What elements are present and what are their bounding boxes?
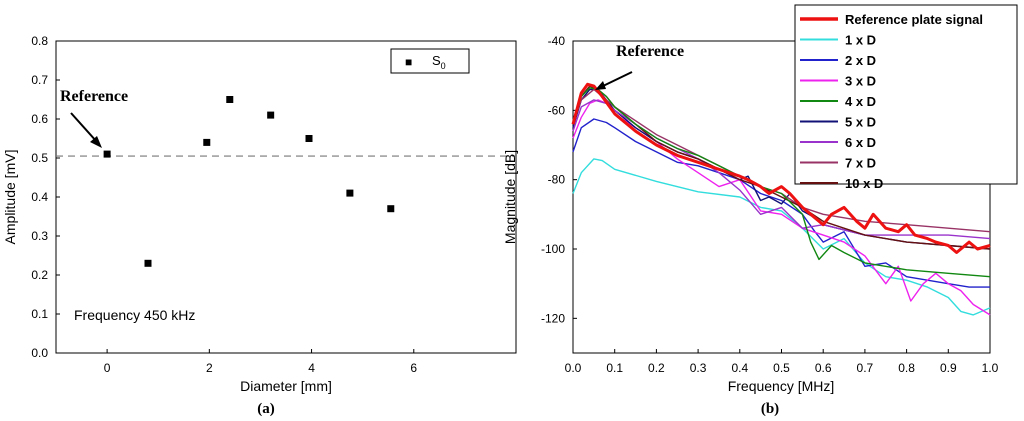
chart-b-x-axis-title: Frequency [MHz]	[728, 378, 835, 394]
chart-b-reference-arrow	[602, 71, 633, 87]
chart-b-legend-label: 10 x D	[845, 176, 883, 191]
chart-b-legend-box	[794, 4, 1018, 185]
chart-a-x-axis: 0 2 4 6	[104, 349, 417, 375]
chart-b-y-tick-label: -40	[548, 34, 566, 48]
chart-b-x-tick-label: 0.2	[648, 361, 665, 375]
chart-a-x-tick-label: 0	[104, 361, 111, 375]
chart-a-y-axis: 0.0 0.1 0.2 0.3 0.4 0.5 0.6 0.7 0.8	[31, 34, 60, 360]
chart-a-y-tick-label: 0.2	[31, 268, 48, 282]
chart-b-series-lines	[571, 82, 991, 316]
chart-a-y-tick-label: 0.3	[31, 229, 48, 243]
chart-a-y-tick-label: 0.7	[31, 73, 48, 87]
chart-a-reference-arrow	[70, 112, 98, 143]
chart-b-x-tick-label: 0.4	[731, 361, 748, 375]
chart-b-x-axis: 0.0 0.1 0.2 0.3 0.4 0.5 0.6 0.7 0.8 0.9 1.0	[565, 349, 999, 375]
chart-b-y-axis: -40 -60 -80 -100 -120	[541, 34, 577, 325]
chart-a-data-point	[387, 205, 395, 213]
chart-b-legend-label: Reference plate signal	[845, 12, 983, 27]
chart-b-x-tick-label: 1.0	[982, 361, 999, 375]
chart-b-legend-label: 1 x D	[845, 33, 876, 48]
chart-a-y-tick-label: 0.1	[31, 307, 48, 321]
chart-b-reference-arrowhead	[595, 81, 606, 90]
chart-a-y-tick-label: 0.4	[31, 190, 48, 204]
chart-b-x-tick-label: 0.1	[606, 361, 623, 375]
chart-a-data-point	[346, 189, 354, 197]
chart-b-y-tick-label: -120	[541, 311, 565, 325]
chart-b-legend-label: 7 x D	[845, 156, 876, 171]
chart-b-x-tick-label: 0.5	[773, 361, 790, 375]
chart-b-legend-label: 6 x D	[845, 135, 876, 150]
chart-a-legend-label: S0	[432, 53, 446, 71]
chart-b-reference-annotation: Reference	[616, 43, 684, 60]
chart-a-data-point	[103, 150, 111, 158]
chart-a-x-tick-label: 2	[206, 361, 213, 375]
chart-a-y-tick-label: 0.6	[31, 112, 48, 126]
chart-a-data-point	[203, 138, 211, 146]
chart-a-legend-marker: ■	[405, 55, 412, 69]
chart-a-reference-annotation: Reference	[60, 88, 128, 105]
chart-b-y-tick-label: -100	[541, 242, 565, 256]
chart-a-y-tick-label: 0.5	[31, 151, 48, 165]
chart-b-x-tick-label: 0.6	[815, 361, 832, 375]
chart-b-x-tick-label: 0.8	[898, 361, 915, 375]
chart-b-legend-label: 4 x D	[845, 94, 876, 109]
chart-a-frequency-annotation: Frequency 450 kHz	[74, 307, 195, 323]
chart-b-legend: Reference plate signal 1 x D 2 x D 3 x D 4 x…	[800, 12, 983, 191]
chart-b-x-tick-label: 0.3	[690, 361, 707, 375]
chart-a-panel-label: (a)	[257, 401, 275, 417]
chart-a-data-point	[305, 135, 313, 142]
chart-a-x-tick-label: 4	[308, 361, 315, 375]
chart-a-y-axis-title: Amplitude [mV]	[2, 150, 18, 245]
chart-a-x-axis-title: Diameter [mm]	[240, 378, 332, 394]
chart-a-data-point	[144, 259, 152, 267]
chart-b-legend-label: 3 x D	[845, 74, 876, 89]
chart-b: -40-60-80-100-120 0.0 0.1 0.2 0.3 0.4 0.5 0.6 0…	[502, 4, 1018, 417]
chart-b-x-tick-label: 0.7	[857, 361, 874, 375]
chart-b-legend-label: 2 x D	[845, 53, 876, 68]
chart-b-x-tick-label: 0.0	[565, 361, 582, 375]
chart-b-y-tick-label: -60	[548, 103, 566, 117]
chart-a-legend-box	[390, 48, 470, 74]
chart-a-data-point	[267, 111, 275, 119]
chart-a-data-point	[226, 96, 234, 103]
chart-b-y-axis-title: Magnitude [dB]	[502, 150, 518, 244]
chart-a-x-tick-label: 6	[410, 361, 417, 375]
chart-b-y-tick-label: -80	[548, 173, 566, 187]
chart-a: 0.0 0.1 0.2 0.3 0.4 0.5 0.6 0.7 0.8 0 2 4 6 ■ S0 Re…	[2, 34, 517, 417]
chart-a-points	[103, 96, 395, 267]
chart-a-reference-arrowhead	[90, 136, 102, 148]
chart-b-series-line-2	[572, 118, 990, 288]
chart-b-legend-label: 5 x D	[845, 115, 876, 130]
chart-b-panel-label: (b)	[761, 401, 779, 417]
chart-b-series-line-0	[571, 82, 991, 254]
chart-b-x-tick-label: 0.9	[940, 361, 957, 375]
chart-a-y-tick-label: 0.0	[31, 346, 48, 360]
chart-a-y-tick-label: 0.8	[31, 34, 48, 48]
